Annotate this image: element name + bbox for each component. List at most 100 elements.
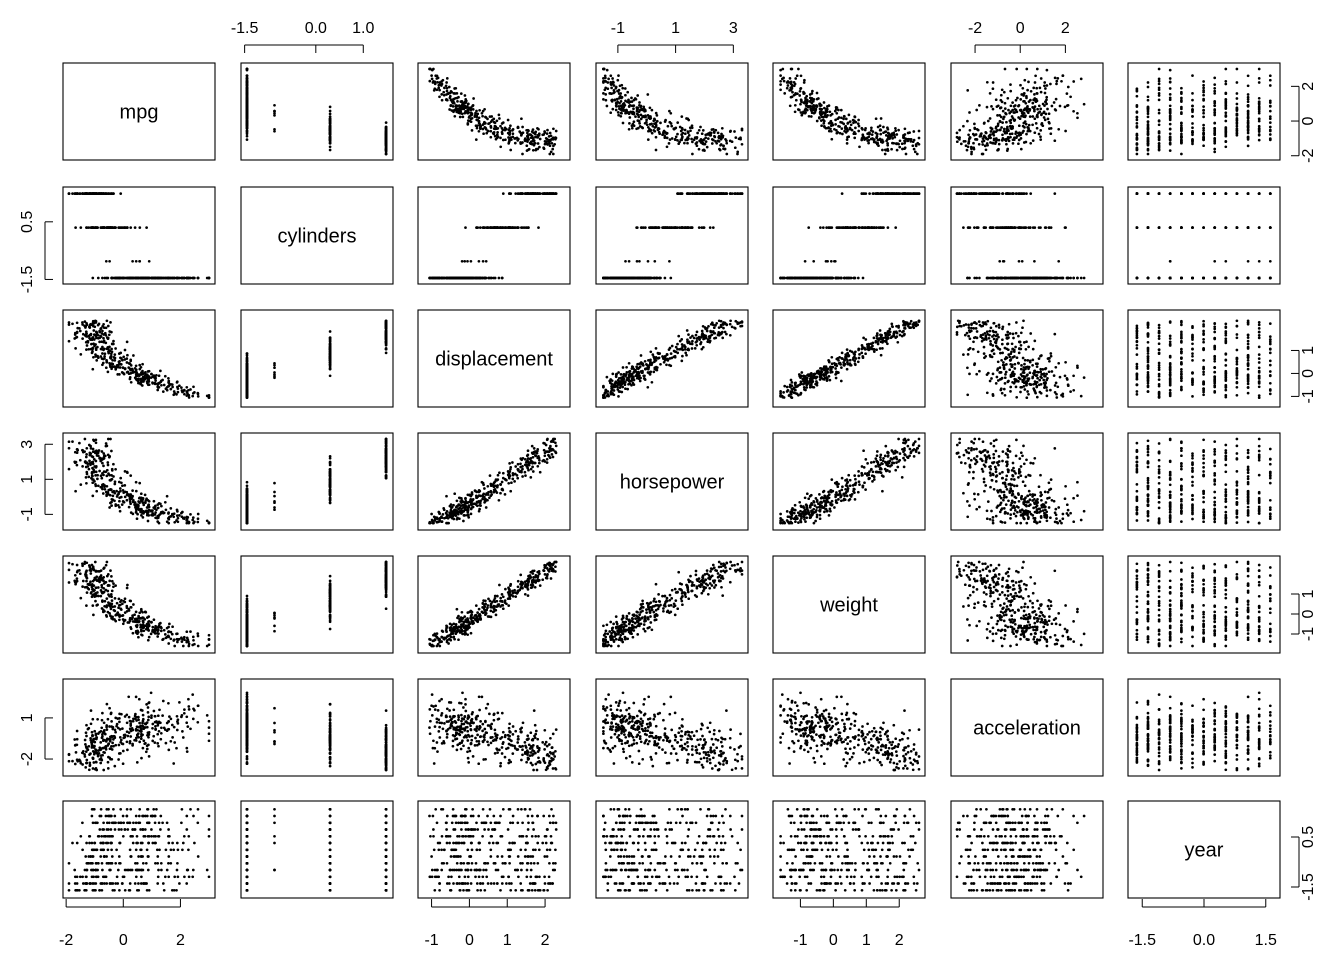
- data-point: [958, 128, 962, 132]
- data-point: [818, 107, 822, 111]
- data-point: [1041, 276, 1045, 280]
- panel-frame: [595, 186, 749, 285]
- data-point: [551, 147, 555, 151]
- data-point: [1157, 123, 1161, 127]
- data-point: [740, 142, 744, 146]
- data-point: [650, 108, 654, 112]
- data-point: [499, 136, 502, 140]
- data-point: [996, 129, 999, 132]
- data-point: [1046, 117, 1050, 121]
- data-point: [1146, 132, 1150, 136]
- data-point: [478, 108, 481, 112]
- data-point: [1079, 77, 1083, 81]
- data-point: [1006, 125, 1009, 129]
- data-point: [141, 362, 144, 366]
- data-point: [1268, 276, 1272, 280]
- data-point: [1213, 92, 1217, 95]
- data-point: [547, 140, 550, 143]
- data-point: [457, 95, 460, 99]
- data-point: [546, 128, 549, 132]
- data-point: [529, 136, 533, 140]
- data-point: [648, 123, 652, 126]
- data-point: [1202, 226, 1205, 229]
- data-point: [826, 259, 829, 263]
- data-point: [1072, 276, 1075, 280]
- data-point: [1079, 276, 1083, 280]
- data-point: [917, 136, 921, 140]
- data-point: [996, 114, 999, 117]
- data-point: [980, 132, 983, 135]
- data-point: [501, 138, 505, 142]
- data-point: [709, 133, 713, 137]
- data-point: [984, 136, 988, 140]
- data-point: [207, 276, 211, 280]
- data-point: [815, 91, 819, 95]
- data-point: [619, 111, 623, 115]
- panel-frame: [417, 186, 571, 285]
- data-point: [788, 104, 792, 108]
- data-point: [1213, 137, 1217, 140]
- data-point: [1146, 127, 1150, 131]
- data-point: [1257, 127, 1261, 131]
- data-point: [1168, 77, 1172, 80]
- data-point: [1157, 136, 1161, 139]
- data-point: [854, 226, 858, 229]
- panel-mpg-vs-acceleration: [950, 62, 1104, 161]
- data-point: [830, 226, 834, 229]
- data-point: [638, 259, 641, 263]
- data-point: [875, 226, 878, 229]
- data-point: [1246, 93, 1250, 96]
- data-point: [638, 122, 641, 125]
- data-point: [192, 385, 195, 389]
- data-point: [474, 138, 478, 141]
- data-point: [829, 129, 833, 133]
- data-point: [846, 122, 850, 125]
- data-point: [542, 146, 545, 150]
- data-point: [807, 226, 811, 229]
- data-point: [191, 276, 195, 280]
- data-point: [146, 276, 150, 280]
- data-point: [438, 276, 442, 280]
- data-point: [870, 126, 873, 130]
- data-point: [489, 276, 493, 280]
- data-point: [872, 140, 876, 144]
- data-point: [1224, 82, 1228, 86]
- data-point: [648, 106, 652, 110]
- data-point: [1016, 226, 1020, 229]
- panel-mpg-vs-horsepower: [595, 62, 749, 161]
- data-point: [610, 100, 614, 103]
- data-point: [661, 226, 664, 229]
- data-point: [842, 114, 846, 118]
- data-point: [466, 102, 470, 106]
- panel-mpg-vs-mpg: mpg: [62, 62, 216, 161]
- data-point: [1213, 276, 1217, 280]
- data-point: [474, 124, 478, 128]
- data-point: [114, 368, 118, 371]
- data-point: [1135, 143, 1139, 146]
- data-point: [1029, 89, 1033, 93]
- data-point: [456, 100, 459, 103]
- data-point: [384, 126, 388, 130]
- data-point: [460, 259, 464, 263]
- data-point: [159, 369, 162, 373]
- data-point: [1055, 82, 1058, 86]
- data-point: [1257, 133, 1261, 137]
- data-point: [506, 131, 510, 135]
- data-point: [245, 118, 249, 122]
- data-point: [849, 127, 852, 131]
- data-point: [328, 145, 332, 149]
- data-point: [537, 226, 540, 229]
- data-point: [554, 136, 557, 139]
- data-point: [740, 128, 744, 132]
- data-point: [615, 276, 618, 280]
- data-point: [973, 122, 976, 126]
- data-point: [1039, 90, 1043, 94]
- data-point: [867, 141, 870, 145]
- data-point: [630, 111, 633, 114]
- data-point: [1168, 226, 1172, 229]
- data-point: [1246, 104, 1250, 107]
- data-point: [791, 90, 794, 94]
- data-point: [138, 259, 142, 263]
- data-point: [527, 138, 531, 141]
- data-point: [638, 108, 642, 112]
